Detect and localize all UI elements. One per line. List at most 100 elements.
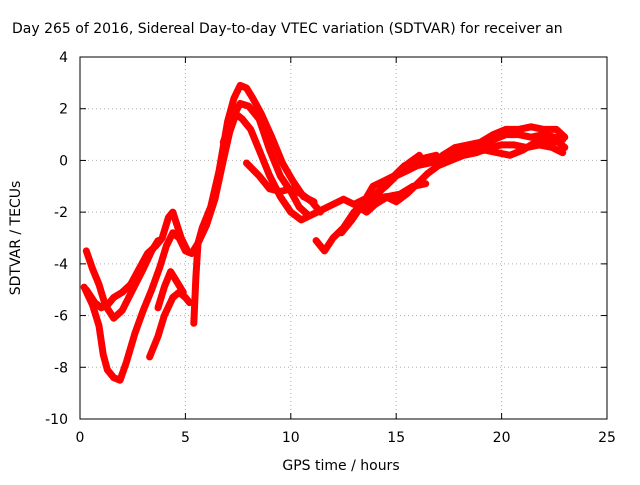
y-tick-label: -6 (54, 309, 68, 325)
data-point (161, 284, 168, 291)
data-point (329, 201, 336, 208)
data-point (169, 209, 176, 216)
data-point (148, 286, 155, 293)
data-point (313, 237, 320, 244)
data-point (372, 201, 379, 208)
data-point (549, 144, 556, 151)
data-point (410, 183, 417, 190)
data-point (298, 191, 305, 198)
data-point (304, 211, 311, 218)
data-point (110, 374, 117, 381)
data-point (256, 147, 263, 154)
data-point (555, 139, 562, 146)
data-point (405, 160, 412, 167)
data-point (266, 147, 273, 154)
data-point (243, 160, 250, 167)
data-point (100, 351, 107, 358)
data-point (397, 191, 404, 198)
data-point (329, 235, 336, 241)
data-point (83, 286, 90, 293)
data-point (279, 160, 286, 167)
series-arc-14 (439, 123, 569, 159)
data-point (237, 82, 244, 89)
data-point (439, 152, 446, 159)
data-point (393, 198, 400, 205)
data-point (123, 359, 130, 366)
x-tick-label: 20 (493, 430, 511, 446)
data-point (230, 95, 237, 102)
data-point (287, 209, 294, 216)
data-point (519, 147, 526, 154)
data-point (319, 206, 326, 213)
data-point (165, 214, 172, 221)
data-point (553, 126, 560, 133)
data-point (119, 307, 126, 314)
data-point (426, 160, 433, 167)
series-layer (80, 81, 569, 384)
series-line (363, 151, 423, 214)
data-point (435, 162, 442, 169)
data-point (247, 126, 254, 133)
data-point (237, 100, 244, 107)
data-point (511, 141, 518, 148)
data-point (180, 289, 187, 296)
data-point (154, 304, 161, 311)
data-point (374, 191, 381, 198)
data-point (494, 149, 501, 156)
data-point (433, 152, 440, 159)
data-point (256, 172, 263, 179)
y-tick-label: 2 (59, 102, 68, 118)
data-point (416, 152, 423, 159)
data-point (448, 157, 455, 164)
data-point (184, 247, 191, 254)
data-point (207, 203, 214, 210)
data-point (561, 144, 568, 151)
data-point (161, 312, 168, 319)
data-point (477, 139, 484, 146)
data-point (422, 154, 429, 161)
data-point (464, 141, 471, 148)
data-point (110, 315, 117, 322)
data-point (169, 229, 176, 236)
data-point (528, 123, 535, 130)
data-point (515, 126, 522, 133)
series-arc-5 (154, 268, 187, 312)
ticks (79, 56, 608, 420)
x-axis-label: GPS time / hours (282, 458, 399, 474)
data-point (289, 178, 296, 185)
data-point (195, 240, 202, 247)
y-axis-label: SDTVAR / TECUs (8, 181, 24, 296)
y-tick-label: -8 (54, 360, 68, 376)
data-point (256, 116, 263, 123)
data-point (163, 242, 170, 249)
data-point (340, 196, 347, 203)
data-point (131, 330, 138, 337)
data-point (528, 134, 535, 141)
data-point (239, 116, 246, 123)
data-point (104, 366, 111, 373)
data-point (89, 266, 96, 273)
data-point (308, 198, 315, 205)
data-point (355, 203, 362, 210)
data-point (95, 322, 102, 329)
data-point (169, 294, 176, 301)
data-point (249, 95, 256, 102)
data-point (178, 235, 185, 241)
data-point (95, 281, 102, 288)
tick-labels: 0 5 10 15 20 25 -10 -8 -6 -4 -2 0 2 4 (45, 50, 616, 446)
data-point (422, 180, 429, 187)
data-point (119, 289, 126, 296)
data-point (498, 141, 505, 148)
x-tick-label: 25 (598, 430, 616, 446)
data-point (561, 134, 568, 141)
data-point (266, 172, 273, 179)
series-line (243, 159, 324, 216)
data-point (277, 172, 284, 179)
x-tick-label: 0 (76, 430, 85, 446)
series-line (146, 288, 194, 361)
data-point (140, 307, 147, 314)
data-point (154, 333, 161, 340)
series-arc-1 (80, 110, 326, 384)
data-point (182, 294, 189, 301)
